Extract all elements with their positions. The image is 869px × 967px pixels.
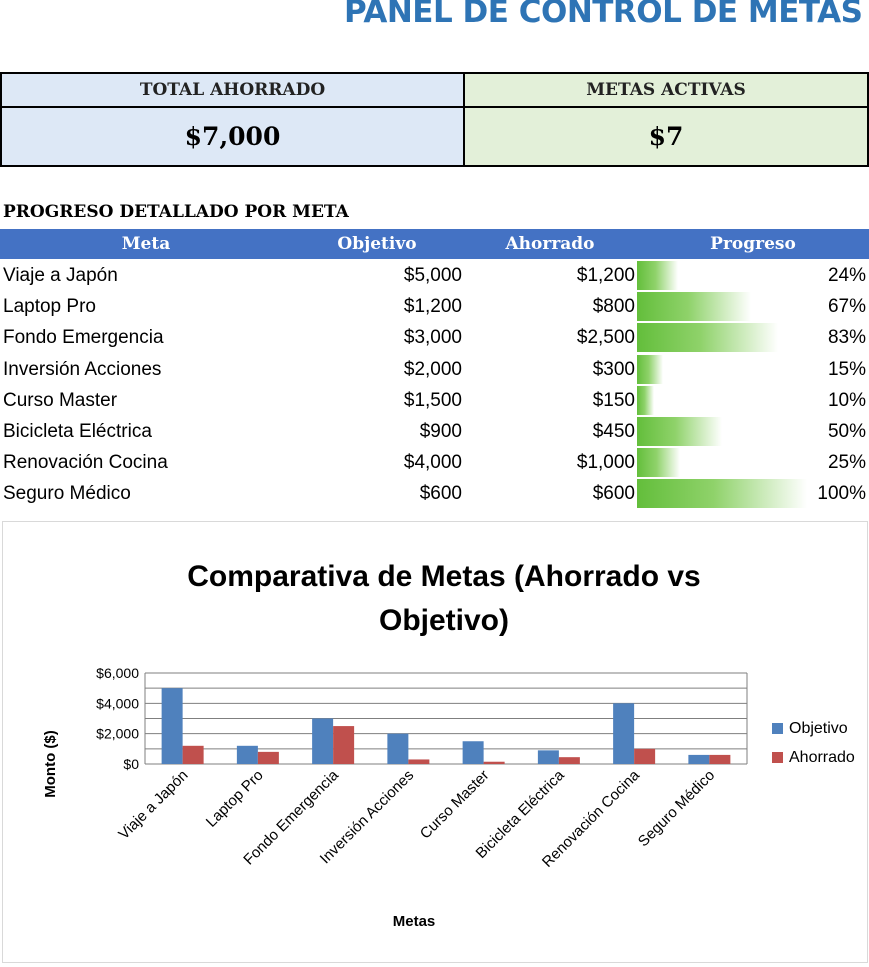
- legend-label-ahorrado: Ahorrado: [789, 749, 855, 766]
- cell-progreso: 83%: [827, 327, 866, 349]
- table-row: Bicicleta Eléctrica $900 $450 50%: [0, 416, 869, 447]
- bar-ahorrado: [709, 754, 731, 764]
- cell-objetivo: $1,200: [403, 296, 462, 318]
- chart-title: Objetivo): [379, 604, 509, 637]
- progress-bar: [637, 323, 778, 353]
- cell-progreso: 25%: [827, 452, 866, 474]
- page-title: PANEL DE CONTROL DE METAS: [344, 0, 863, 30]
- y-tick-label: $2,000: [96, 726, 139, 742]
- legend-swatch-objetivo: [772, 723, 783, 734]
- table-row: Renovación Cocina $4,000 $1,000 25%: [0, 447, 869, 478]
- cell-meta: Curso Master: [3, 389, 118, 411]
- progress-bar: [637, 417, 722, 446]
- bar-ahorrado: [257, 751, 279, 764]
- cell-meta: Renovación Cocina: [3, 452, 168, 474]
- cell-objetivo: $900: [419, 421, 462, 442]
- bar-objetivo: [462, 741, 484, 764]
- header-ahorrado: Ahorrado: [505, 234, 595, 254]
- cell-objetivo: $2,000: [403, 358, 462, 380]
- cell-meta: Inversión Acciones: [3, 358, 162, 380]
- chart-title: Comparativa de Metas (Ahorrado vs: [187, 560, 700, 593]
- cell-progreso: 67%: [827, 296, 866, 318]
- cell-meta: Laptop Pro: [3, 296, 96, 318]
- cell-ahorrado: $2,500: [576, 327, 635, 349]
- cell-ahorrado: $800: [592, 296, 635, 318]
- table-row: Seguro Médico $600 $600 100%: [0, 478, 869, 509]
- y-tick-label: $6,000: [96, 665, 139, 681]
- table-header: Meta Objetivo Ahorrado Progreso: [0, 229, 869, 259]
- cell-ahorrado: $1,000: [576, 452, 635, 474]
- header-objetivo: Objetivo: [337, 234, 417, 254]
- bar-objetivo: [688, 754, 710, 764]
- kpi-metas-activas-label: METAS ACTIVAS: [465, 74, 867, 108]
- table-row: Laptop Pro $1,200 $800 67%: [0, 291, 869, 322]
- cell-progreso: 10%: [827, 389, 866, 411]
- header-progreso: Progreso: [710, 234, 796, 254]
- bar-objetivo: [161, 688, 183, 764]
- cell-meta: Viaje a Japón: [3, 265, 118, 286]
- kpi-metas-activas-value: $7: [648, 122, 684, 151]
- comparison-chart: Comparativa de Metas (Ahorrado vs Objetiv…: [42, 560, 855, 930]
- progress-bar: [637, 448, 680, 478]
- bar-ahorrado: [483, 761, 505, 764]
- bar-objetivo: [236, 745, 258, 764]
- cell-ahorrado: $300: [592, 358, 635, 380]
- cell-progreso: 15%: [827, 358, 866, 380]
- cell-meta: Fondo Emergencia: [3, 327, 164, 349]
- cell-progreso: 100%: [817, 483, 866, 505]
- cell-ahorrado: $150: [592, 389, 635, 411]
- x-tick-label: Curso Master: [417, 767, 493, 843]
- bar-ahorrado: [333, 726, 355, 764]
- bar-ahorrado: [634, 748, 656, 764]
- x-tick-label: Seguro Médico: [635, 767, 718, 850]
- header-meta: Meta: [121, 234, 171, 254]
- progress-bar: [637, 354, 663, 384]
- table-row: Viaje a Japón $5,000 $1,200 24%: [0, 260, 869, 291]
- bar-ahorrado: [558, 757, 580, 764]
- cell-meta: Seguro Médico: [3, 483, 131, 505]
- kpi-total-ahorrado-label: TOTAL AHORRADO: [2, 74, 463, 108]
- chart-container: Comparativa de Metas (Ahorrado vs Objetiv…: [2, 521, 868, 963]
- cell-meta: Bicicleta Eléctrica: [3, 421, 152, 442]
- bar-objetivo: [537, 750, 559, 764]
- x-tick-label: Laptop Pro: [203, 767, 267, 831]
- section-title: PROGRESO DETALLADO POR META: [3, 202, 349, 222]
- table-row: Inversión Acciones $2,000 $300 15%: [0, 354, 869, 385]
- bar-objetivo: [312, 718, 334, 764]
- bar-objetivo: [387, 733, 409, 764]
- progress-bar: [637, 292, 751, 322]
- cell-objetivo: $600: [419, 483, 462, 505]
- kpi-total-ahorrado: TOTAL AHORRADO $7,000: [0, 72, 465, 167]
- bar-objetivo: [613, 703, 635, 764]
- y-tick-label: $0: [123, 756, 139, 772]
- cell-ahorrado: $450: [592, 421, 635, 442]
- legend-label-objetivo: Objetivo: [789, 720, 848, 737]
- cell-progreso: 24%: [827, 265, 866, 286]
- x-axis-title: Metas: [393, 913, 436, 930]
- kpi-total-ahorrado-value: $7,000: [184, 122, 281, 151]
- cell-ahorrado: $600: [592, 483, 635, 505]
- progress-bar: [637, 261, 678, 290]
- y-axis-title: Monto ($): [42, 730, 59, 797]
- cell-ahorrado: $1,200: [576, 265, 635, 286]
- legend-swatch-ahorrado: [772, 752, 783, 763]
- table-row: Curso Master $1,500 $150 10%: [0, 385, 869, 416]
- cell-objetivo: $1,500: [403, 389, 462, 411]
- table-row: Fondo Emergencia $3,000 $2,500 83%: [0, 322, 869, 353]
- cell-objetivo: $5,000: [403, 265, 462, 286]
- kpi-metas-activas: METAS ACTIVAS $7: [463, 72, 869, 167]
- cell-progreso: 50%: [827, 421, 866, 442]
- progress-bar: [637, 479, 807, 509]
- cell-objetivo: $3,000: [403, 327, 462, 349]
- x-tick-label: Viaje a Japón: [115, 767, 191, 843]
- progress-bar: [637, 385, 654, 415]
- bar-ahorrado: [408, 759, 430, 764]
- bar-ahorrado: [182, 745, 204, 764]
- cell-objetivo: $4,000: [403, 452, 462, 474]
- y-tick-label: $4,000: [96, 695, 139, 711]
